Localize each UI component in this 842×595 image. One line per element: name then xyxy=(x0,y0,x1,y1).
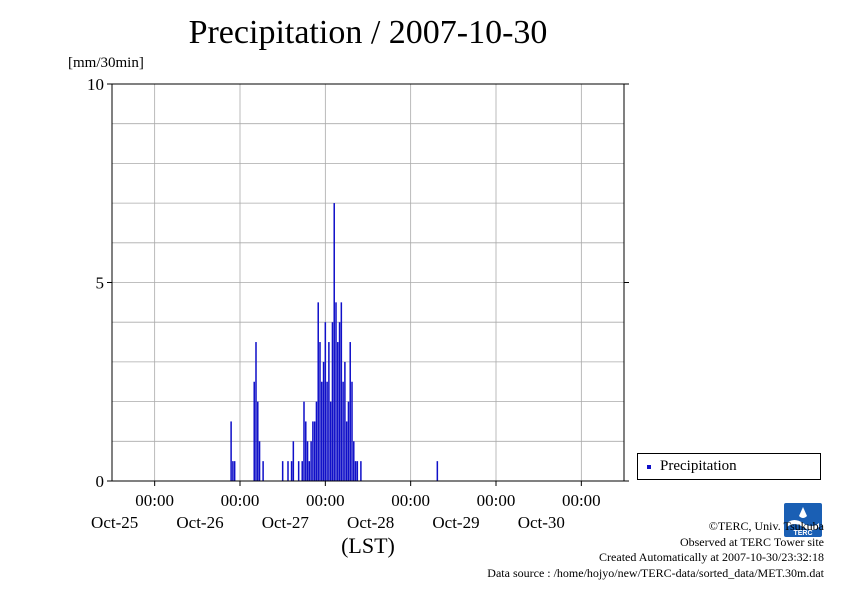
precipitation-bar xyxy=(305,421,307,481)
precipitation-bar xyxy=(347,401,350,481)
x-tick-date-label: Oct-30 xyxy=(518,513,565,532)
chart-title: Precipitation / 2007-10-30 xyxy=(188,14,548,51)
precipitation-bar xyxy=(345,421,348,481)
x-tick-time-label: 00:00 xyxy=(391,491,430,510)
precipitation-bar xyxy=(335,302,337,481)
precipitation-bar xyxy=(258,441,261,481)
bar-series xyxy=(230,203,439,481)
axes: 00:00Oct-2500:00Oct-2600:00Oct-2700:00Oc… xyxy=(87,75,629,532)
precipitation-bar xyxy=(262,461,264,481)
x-tick-time-label: 00:00 xyxy=(135,491,174,510)
precipitation-bar xyxy=(353,441,355,481)
precipitation-bar xyxy=(340,302,343,481)
precipitation-bar xyxy=(313,421,316,481)
precipitation-bar xyxy=(356,461,359,481)
precipitation-bar xyxy=(319,342,321,481)
precipitation-bar xyxy=(329,401,332,481)
precipitation-bar xyxy=(315,401,318,481)
logo-text: TERC xyxy=(793,530,812,537)
y-tick-label: 5 xyxy=(96,274,105,293)
precipitation-bar xyxy=(338,322,341,481)
precipitation-bar xyxy=(297,461,300,481)
legend: Precipitation xyxy=(637,453,821,480)
grid-lines xyxy=(112,84,624,481)
precipitation-bar xyxy=(331,322,334,481)
x-tick-date-label: Oct-26 xyxy=(176,513,223,532)
precipitation-bar xyxy=(257,401,259,481)
legend-label: Precipitation xyxy=(660,458,737,474)
precipitation-bar xyxy=(317,302,319,481)
precipitation-bar xyxy=(360,461,362,481)
precipitation-bar xyxy=(337,342,339,481)
precipitation-bar xyxy=(351,381,353,481)
precipitation-bar xyxy=(230,421,232,481)
precipitation-bar xyxy=(255,342,257,481)
legend-swatch xyxy=(647,465,651,469)
x-tick-date-label: Oct-25 xyxy=(91,513,138,532)
precipitation-bar xyxy=(303,401,305,481)
precipitation-bar xyxy=(436,461,439,481)
y-axis-unit-label: [mm/30min] xyxy=(68,55,144,71)
precipitation-bar xyxy=(322,361,325,481)
copyright-text: ©TERC, Univ. Tsukuba xyxy=(708,519,824,533)
x-tick-date-label: Oct-27 xyxy=(262,513,310,532)
x-tick-time-label: 00:00 xyxy=(562,491,601,510)
precipitation-bar xyxy=(328,342,330,481)
x-tick-date-label: Oct-28 xyxy=(347,513,394,532)
observed-text: Observed at TERC Tower site xyxy=(679,534,824,549)
precipitation-bar xyxy=(312,421,314,481)
precipitation-bar xyxy=(253,381,255,481)
precipitation-bar xyxy=(301,461,303,481)
precipitation-bar xyxy=(292,441,295,481)
precipitation-bar xyxy=(281,461,284,481)
precipitation-bar xyxy=(326,381,328,481)
x-tick-time-label: 00:00 xyxy=(306,491,345,510)
precipitation-bar xyxy=(232,461,234,481)
precipitation-bar xyxy=(354,461,357,481)
credits-block: ©TERC, Univ. Tsukuba Observed at TERC To… xyxy=(487,519,824,581)
precipitation-bar xyxy=(324,322,327,481)
terc-logo: TERC xyxy=(784,503,822,537)
y-tick-label: 10 xyxy=(87,75,104,94)
precipitation-bar xyxy=(310,441,312,481)
precipitation-bar xyxy=(287,461,289,481)
y-tick-label: 0 xyxy=(96,472,105,491)
x-axis-label: (LST) xyxy=(341,533,395,558)
precipitation-bar xyxy=(344,361,346,481)
precipitation-bar xyxy=(321,381,323,481)
precipitation-bar xyxy=(342,381,344,481)
precipitation-bar xyxy=(333,203,335,481)
created-text: Created Automatically at 2007-10-30/23:3… xyxy=(599,550,824,564)
x-tick-date-label: Oct-29 xyxy=(432,513,479,532)
data-source-text: Data source : /home/hojyo/new/TERC-data/… xyxy=(487,565,824,580)
precipitation-bar xyxy=(349,342,351,481)
x-tick-time-label: 00:00 xyxy=(221,491,260,510)
precipitation-bar xyxy=(308,461,311,481)
precipitation-bar xyxy=(233,461,236,481)
precipitation-bar xyxy=(290,461,293,481)
x-tick-time-label: 00:00 xyxy=(477,491,516,510)
precipitation-bar xyxy=(306,441,309,481)
